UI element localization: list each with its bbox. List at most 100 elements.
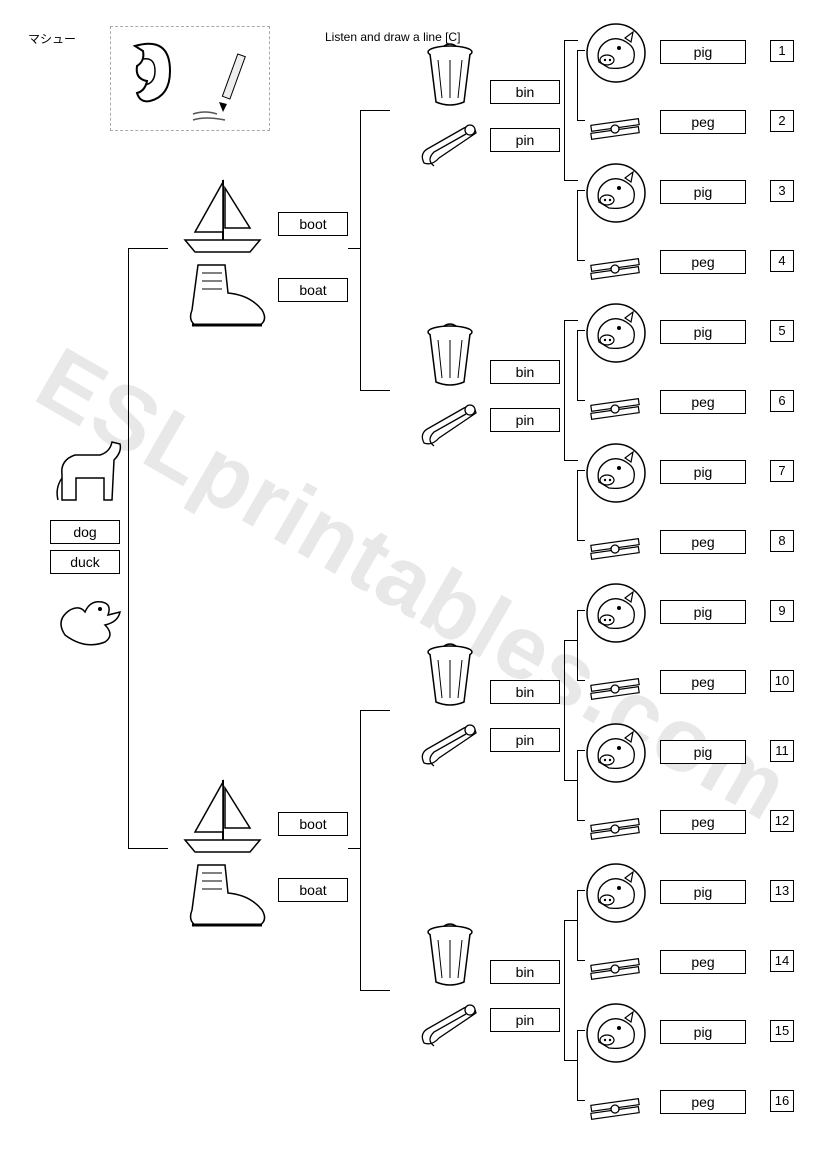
pig-label: pig: [660, 460, 746, 484]
peg-label: peg: [660, 250, 746, 274]
answer-number-box[interactable]: 12: [770, 810, 794, 832]
tree-line: [348, 848, 360, 849]
tree-line: [564, 920, 565, 1060]
pig-label: pig: [660, 180, 746, 204]
bin-label: bin: [490, 360, 560, 384]
pig-icon: [585, 1002, 647, 1064]
pig-icon: [585, 22, 647, 84]
tree-line: [360, 390, 390, 391]
answer-number-box[interactable]: 6: [770, 390, 794, 412]
boot-icon: [180, 855, 275, 935]
answer-number-box[interactable]: 8: [770, 530, 794, 552]
tree-line: [577, 260, 585, 261]
clothespin-icon: [585, 1094, 647, 1124]
pig-label: pig: [660, 880, 746, 904]
tree-line: [360, 990, 390, 991]
tree-line: [577, 470, 578, 540]
peg-label: peg: [660, 110, 746, 134]
tree-line: [564, 320, 565, 460]
pig-icon: [585, 302, 647, 364]
tree-line: [577, 1030, 578, 1100]
clothespin-icon: [585, 534, 647, 564]
bin-label: bin: [490, 80, 560, 104]
tree-line: [577, 610, 578, 680]
pencil-writing-icon: [185, 46, 265, 126]
tree-line: [577, 890, 585, 891]
clothespin-icon: [585, 814, 647, 844]
trash-bin-icon: [420, 640, 480, 710]
tree-line: [564, 40, 578, 41]
tree-line: [360, 110, 390, 111]
tree-line: [577, 960, 585, 961]
tree-line: [564, 780, 578, 781]
answer-number-box[interactable]: 4: [770, 250, 794, 272]
answer-number-box[interactable]: 10: [770, 670, 794, 692]
boot-label: boot: [278, 212, 348, 236]
tree-line: [577, 400, 585, 401]
tree-line: [360, 110, 361, 390]
tree-line: [128, 848, 168, 849]
tree-line: [577, 330, 585, 331]
dog-label: dog: [50, 520, 120, 544]
answer-number-box[interactable]: 11: [770, 740, 794, 762]
tree-line: [577, 190, 585, 191]
answer-number-box[interactable]: 13: [770, 880, 794, 902]
tree-line: [577, 540, 585, 541]
tree-line: [128, 248, 168, 249]
dog-icon: [50, 430, 130, 515]
pig-icon: [585, 162, 647, 224]
answer-number-box[interactable]: 7: [770, 460, 794, 482]
peg-label: peg: [660, 670, 746, 694]
pig-label: pig: [660, 320, 746, 344]
trash-bin-icon: [420, 920, 480, 990]
ear-icon: [115, 31, 195, 111]
boat-label: boat: [278, 278, 348, 302]
student-name-jp: マシュー: [28, 30, 76, 47]
clothespin-icon: [585, 254, 647, 284]
listen-draw-illustration: [110, 26, 270, 131]
duck-icon: [50, 580, 135, 655]
clothespin-icon: [585, 114, 647, 144]
bin-label: bin: [490, 680, 560, 704]
pig-icon: [585, 442, 647, 504]
tree-line: [577, 750, 585, 751]
sailboat-icon: [175, 770, 270, 860]
tree-line: [564, 180, 578, 181]
pig-label: pig: [660, 40, 746, 64]
tree-line: [564, 320, 578, 321]
clothespin-icon: [585, 394, 647, 424]
bin-label: bin: [490, 960, 560, 984]
answer-number-box[interactable]: 2: [770, 110, 794, 132]
peg-label: peg: [660, 390, 746, 414]
pig-label: pig: [660, 600, 746, 624]
answer-number-box[interactable]: 16: [770, 1090, 794, 1112]
peg-label: peg: [660, 810, 746, 834]
tree-line: [577, 50, 578, 120]
tree-line: [577, 610, 585, 611]
answer-number-box[interactable]: 1: [770, 40, 794, 62]
tree-line: [564, 460, 578, 461]
sailboat-icon: [175, 170, 270, 260]
tree-line: [128, 248, 129, 848]
answer-number-box[interactable]: 14: [770, 950, 794, 972]
pin-label: pin: [490, 408, 560, 432]
boot-label: boot: [278, 812, 348, 836]
tree-line: [348, 248, 360, 249]
answer-number-box[interactable]: 5: [770, 320, 794, 342]
tree-line: [564, 920, 578, 921]
tree-line: [577, 190, 578, 260]
tree-line: [360, 710, 361, 990]
pin-label: pin: [490, 1008, 560, 1032]
pin-label: pin: [490, 128, 560, 152]
peg-label: peg: [660, 950, 746, 974]
answer-number-box[interactable]: 9: [770, 600, 794, 622]
tree-line: [564, 40, 565, 180]
tree-line: [360, 710, 390, 711]
answer-number-box[interactable]: 3: [770, 180, 794, 202]
answer-number-box[interactable]: 15: [770, 1020, 794, 1042]
safety-pin-icon: [414, 398, 484, 453]
pig-icon: [585, 862, 647, 924]
pin-label: pin: [490, 728, 560, 752]
tree-line: [577, 1100, 585, 1101]
pig-label: pig: [660, 740, 746, 764]
